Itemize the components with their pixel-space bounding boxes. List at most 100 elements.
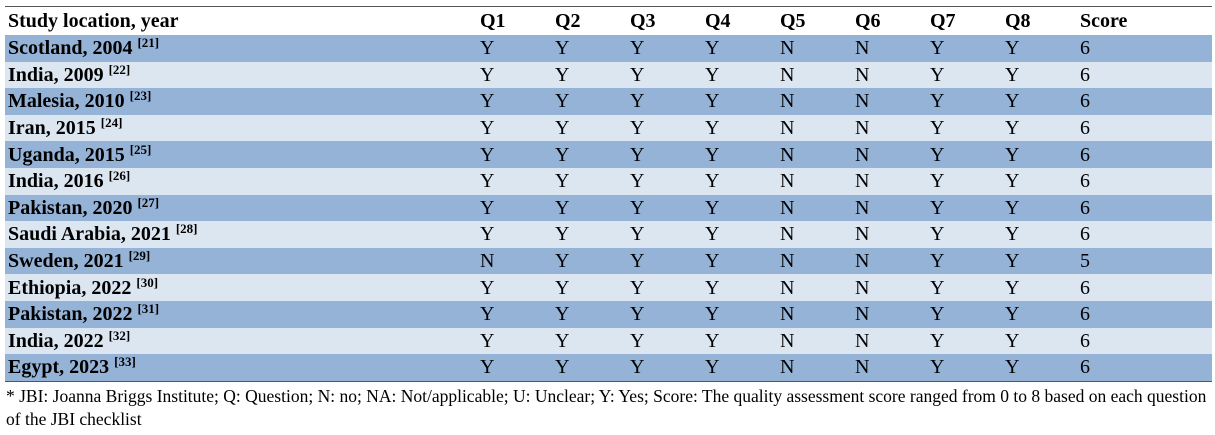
- answer-cell: Y: [1005, 196, 1020, 219]
- reference: [24]: [100, 115, 123, 131]
- reference: [27]: [137, 194, 160, 210]
- answer-cell: Y: [555, 117, 570, 140]
- answer-cell: Y: [480, 196, 495, 219]
- footnote: * JBI: Joanna Briggs Institute; Q: Quest…: [6, 385, 1207, 429]
- answer-cell: Y: [1005, 170, 1020, 193]
- study-label: Ethiopia, 2022: [8, 276, 132, 299]
- answer-cell: Y: [930, 170, 945, 193]
- score-cell: 6: [1080, 117, 1090, 140]
- study-cell: Pakistan, 2020 [27]: [5, 195, 477, 222]
- answer-cell: Y: [705, 37, 720, 60]
- table-row: Sweden, 2021 [29] N Y Y Y N N Y Y 5: [5, 247, 1212, 275]
- answer-cell: Y: [1005, 143, 1020, 166]
- table-row: Egypt, 2023 [33] Y Y Y Y N N Y Y 6: [5, 354, 1212, 382]
- answer-cell: Y: [630, 276, 645, 299]
- study-cell: India, 2022 [32]: [5, 328, 477, 355]
- study-label: Sweden, 2021: [8, 250, 124, 273]
- answer-cell: Y: [555, 143, 570, 166]
- table-row: Uganda, 2015 [25] Y Y Y Y N N Y Y 6: [5, 141, 1212, 168]
- table-row: India, 2009 [22] Y Y Y Y N N Y Y 6: [5, 61, 1212, 89]
- answer-cell: N: [855, 276, 870, 299]
- score-cell: 6: [1080, 170, 1090, 193]
- answer-cell: Y: [630, 90, 645, 113]
- answer-cell: Y: [705, 303, 720, 326]
- study-label: Scotland, 2004: [8, 37, 133, 60]
- answer-cell: Y: [705, 196, 720, 219]
- answer-cell: N: [780, 223, 795, 246]
- answer-cell: Y: [930, 250, 945, 273]
- study-label: India, 2016: [8, 170, 104, 193]
- header-cell: Q6: [855, 10, 881, 32]
- answer-cell: Y: [630, 356, 645, 379]
- answer-cell: Y: [630, 303, 645, 326]
- answer-cell: Y: [630, 223, 645, 246]
- answer-cell: N: [855, 303, 870, 326]
- answer-cell: Y: [705, 170, 720, 193]
- score-cell: 6: [1080, 63, 1090, 86]
- answer-cell: N: [780, 117, 795, 140]
- answer-cell: Y: [630, 117, 645, 140]
- reference: [21]: [137, 35, 160, 51]
- answer-cell: Y: [555, 63, 570, 86]
- study-cell: Iran, 2015 [24]: [5, 115, 477, 142]
- answer-cell: Y: [930, 223, 945, 246]
- answer-cell: Y: [480, 143, 495, 166]
- study-label: Egypt, 2023: [8, 356, 110, 379]
- answer-cell: Y: [555, 250, 570, 273]
- answer-cell: N: [855, 117, 870, 140]
- answer-cell: N: [780, 143, 795, 166]
- header-cell: Q4: [705, 10, 731, 32]
- answer-cell: N: [480, 250, 495, 273]
- study-label: Pakistan, 2020: [8, 196, 133, 219]
- answer-cell: Y: [555, 223, 570, 246]
- answer-cell: Y: [480, 223, 495, 246]
- answer-cell: Y: [1005, 63, 1020, 86]
- study-label: India, 2009: [8, 63, 104, 86]
- table-row: Pakistan, 2020 [27] Y Y Y Y N N Y Y 6: [5, 194, 1212, 222]
- header-cell: Score: [1080, 10, 1128, 32]
- study-label: Saudi Arabia, 2021: [8, 223, 171, 246]
- answer-cell: Y: [705, 356, 720, 379]
- answer-cell: Y: [705, 90, 720, 113]
- study-cell: India, 2009 [22]: [5, 62, 477, 89]
- study-cell: India, 2016 [26]: [5, 168, 477, 195]
- reference: [32]: [108, 327, 131, 343]
- answer-cell: Y: [480, 356, 495, 379]
- study-label: Pakistan, 2022: [8, 303, 133, 326]
- score-cell: 6: [1080, 303, 1090, 326]
- answer-cell: Y: [555, 329, 570, 352]
- answer-cell: Y: [630, 329, 645, 352]
- score-cell: 6: [1080, 329, 1090, 352]
- answer-cell: Y: [480, 329, 495, 352]
- study-cell: Pakistan, 2022 [31]: [5, 301, 477, 328]
- answer-cell: Y: [480, 170, 495, 193]
- answer-cell: N: [780, 303, 795, 326]
- study-label: India, 2022: [8, 329, 104, 352]
- study-label: Malesia, 2010: [8, 90, 125, 113]
- table-row: Scotland, 2004 [21] Y Y Y Y N N Y Y 6: [5, 35, 1212, 62]
- answer-cell: Y: [555, 37, 570, 60]
- answer-cell: Y: [1005, 37, 1020, 60]
- answer-cell: Y: [1005, 117, 1020, 140]
- answer-cell: Y: [1005, 223, 1020, 246]
- answer-cell: Y: [1005, 356, 1020, 379]
- answer-cell: N: [780, 356, 795, 379]
- reference: [26]: [108, 168, 131, 184]
- answer-cell: Y: [930, 303, 945, 326]
- study-cell: Egypt, 2023 [33]: [5, 354, 477, 381]
- score-cell: 6: [1080, 196, 1090, 219]
- reference: [33]: [114, 354, 136, 370]
- answer-cell: Y: [555, 276, 570, 299]
- answer-cell: N: [780, 196, 795, 219]
- table-row: Ethiopia, 2022 [30] Y Y Y Y N N Y Y 6: [5, 274, 1212, 301]
- answer-cell: N: [855, 356, 870, 379]
- answer-cell: Y: [930, 117, 945, 140]
- study-cell: Saudi Arabia, 2021 [28]: [5, 221, 477, 248]
- answer-cell: Y: [480, 37, 495, 60]
- answer-cell: N: [855, 170, 870, 193]
- answer-cell: Y: [630, 143, 645, 166]
- answer-cell: Y: [705, 117, 720, 140]
- reference: [23]: [129, 88, 152, 104]
- reference: [28]: [175, 221, 198, 237]
